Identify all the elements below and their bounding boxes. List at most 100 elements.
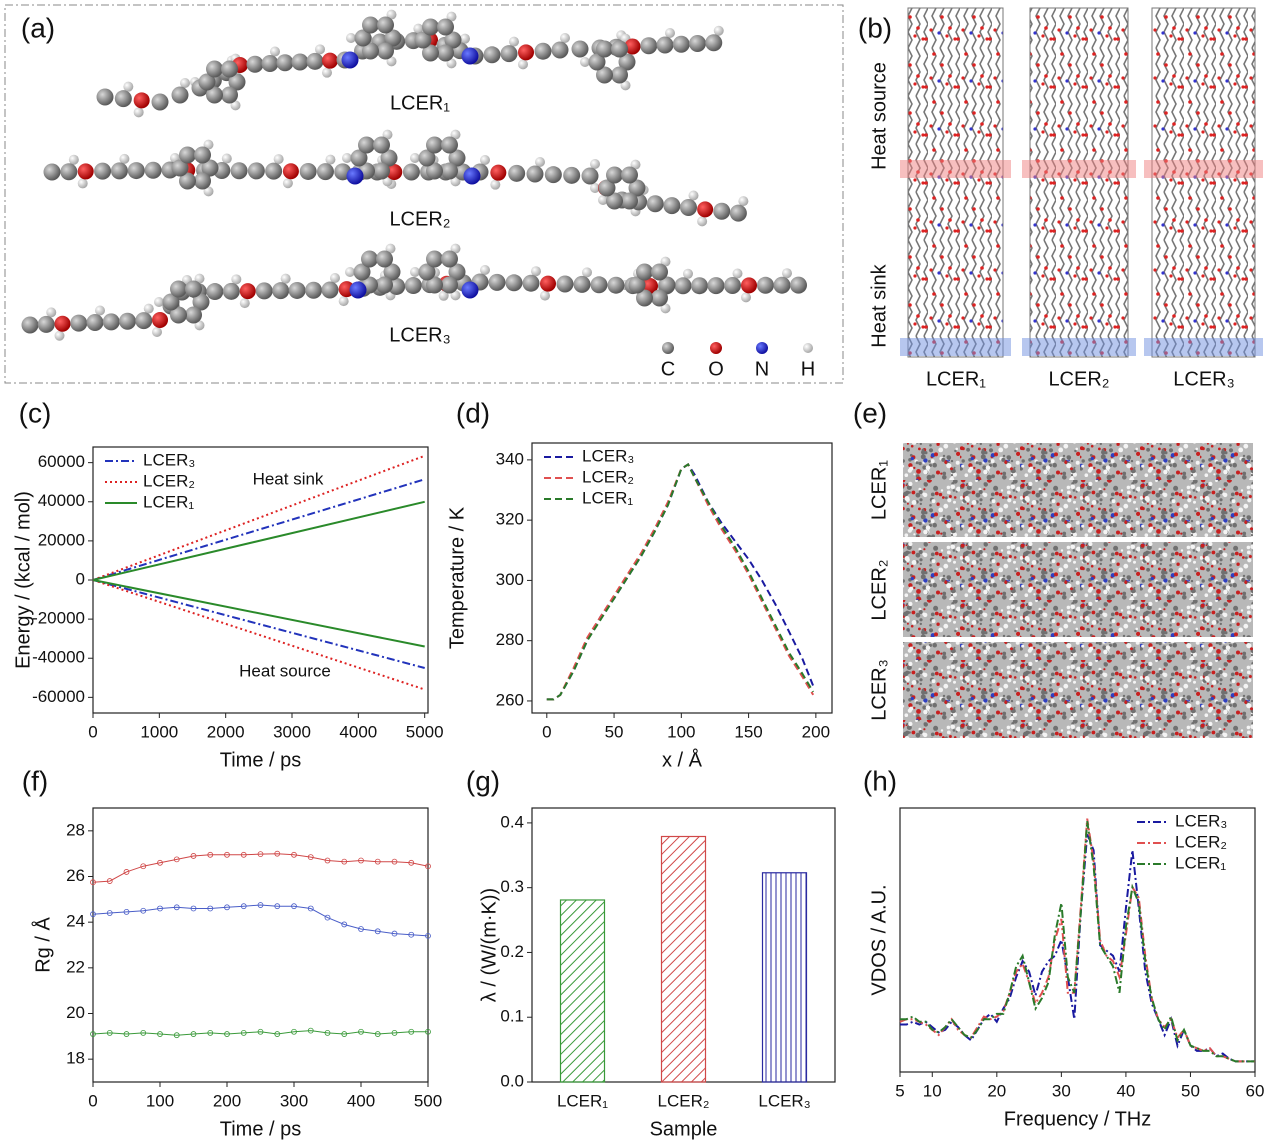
atom	[621, 192, 638, 210]
atom	[21, 316, 39, 334]
marker	[190, 853, 197, 859]
marker	[90, 911, 96, 918]
atom	[509, 36, 519, 47]
atom-label: H	[801, 358, 815, 380]
atom	[230, 162, 248, 180]
series-line	[92, 1030, 428, 1036]
x-tick-label: LCER₃	[758, 1091, 810, 1110]
y-tick-label: -40000	[32, 648, 85, 667]
atom	[194, 273, 205, 284]
y-tick-label: 20	[66, 1003, 85, 1022]
atom	[119, 153, 130, 164]
atom	[680, 199, 697, 216]
cell-frame	[1029, 7, 1129, 358]
atom	[386, 164, 403, 180]
marker	[341, 1031, 348, 1037]
y-tick-label: 0.4	[500, 812, 524, 831]
marker	[90, 1031, 96, 1037]
y-tick-label: 300	[496, 570, 524, 589]
atom	[43, 163, 61, 181]
model-label: LCER₃	[1173, 368, 1235, 390]
atom	[790, 276, 807, 294]
atom	[228, 73, 246, 91]
series-line	[92, 579, 426, 691]
atom	[611, 40, 628, 58]
atom	[273, 154, 284, 165]
atom	[551, 41, 569, 59]
y-axis-title: Rg / Å	[31, 917, 54, 973]
model-label: LCER₂	[1048, 368, 1109, 390]
atom	[170, 306, 187, 324]
atom	[450, 243, 461, 254]
x-tick-label: 30	[1052, 1081, 1071, 1100]
x-tick-label: 0	[88, 722, 97, 741]
legend-label: LCER₁	[1175, 853, 1226, 872]
marker	[207, 851, 214, 858]
x-tick-label: 40	[1116, 1081, 1135, 1100]
model-label: LCER₁	[926, 368, 986, 390]
atom	[490, 164, 507, 181]
atom	[658, 276, 676, 294]
x-tick-label: 50	[1181, 1081, 1200, 1100]
y-tick-label: 60000	[38, 452, 85, 471]
atom	[127, 162, 145, 180]
atom	[531, 266, 541, 277]
panel-label: (a)	[21, 12, 55, 43]
atom	[624, 38, 641, 55]
atom	[526, 165, 544, 183]
atom	[221, 153, 232, 164]
atom	[461, 47, 479, 65]
atom	[448, 149, 466, 167]
atom	[672, 35, 690, 53]
atom	[621, 166, 638, 184]
marker	[257, 902, 264, 908]
atom	[194, 172, 211, 190]
marker	[408, 931, 415, 938]
atom	[505, 274, 523, 292]
cell	[908, 8, 1003, 357]
x-tick-label: 5	[895, 1081, 904, 1100]
marker	[123, 869, 130, 875]
marker	[173, 1032, 180, 1039]
x-tick-label: 300	[280, 1091, 308, 1110]
atom	[77, 178, 88, 189]
atom	[581, 167, 599, 185]
marker	[358, 1028, 364, 1035]
atom	[322, 67, 332, 78]
atom	[618, 53, 636, 71]
atom	[607, 276, 625, 294]
atom	[628, 179, 646, 197]
atom	[206, 60, 223, 78]
series-line	[92, 579, 425, 648]
atom	[636, 289, 653, 307]
atom	[299, 162, 317, 180]
x-tick-label: 1000	[140, 722, 178, 741]
annotation: Heat sink	[253, 469, 324, 488]
y-tick-label: 26	[66, 866, 85, 885]
simulation-cells	[900, 7, 1263, 358]
atom	[144, 161, 162, 179]
atom	[446, 11, 457, 22]
atom	[376, 250, 393, 268]
cell	[1030, 8, 1128, 357]
atom	[382, 176, 393, 187]
atom	[346, 167, 364, 185]
marker	[240, 851, 247, 858]
y-tick-label: 40000	[38, 491, 85, 510]
atom	[518, 59, 528, 70]
marker	[140, 1030, 147, 1036]
plot-frame	[531, 442, 833, 714]
marker	[307, 905, 314, 912]
atom	[94, 162, 112, 180]
atom	[606, 192, 623, 210]
atom	[588, 53, 606, 71]
atom	[96, 88, 114, 106]
atom	[418, 263, 436, 281]
atom	[480, 265, 490, 275]
panel-label: (c)	[19, 397, 52, 428]
atom	[582, 267, 592, 278]
atom	[282, 178, 293, 189]
y-tick-label: 24	[66, 912, 85, 931]
marker	[408, 859, 415, 866]
atom	[272, 282, 290, 300]
